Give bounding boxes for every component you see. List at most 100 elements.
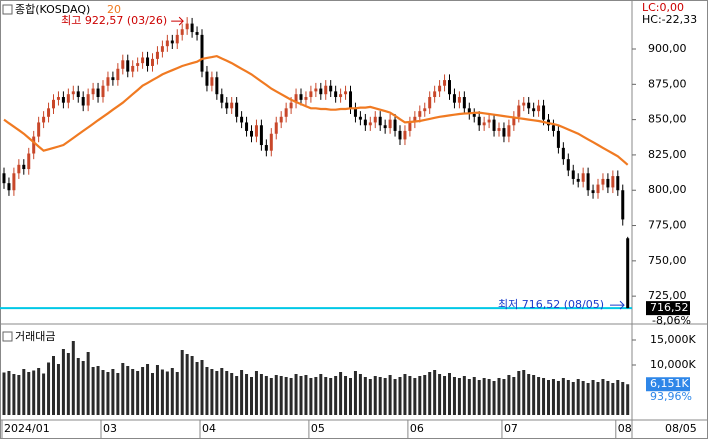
candle-body (601, 178, 605, 185)
candle-body (170, 40, 174, 44)
candle-body (205, 71, 209, 86)
volume-bar (428, 372, 432, 415)
x-tick-label: 07 (504, 422, 518, 435)
candle-body (606, 178, 610, 188)
candle-body (418, 111, 422, 117)
candle-body (448, 80, 451, 95)
candle-body (452, 94, 456, 103)
last-price-label: 716,52 (650, 301, 689, 314)
volume-bar (22, 369, 26, 415)
y-tick-label: 750,00 (648, 254, 687, 267)
candle-body (7, 183, 11, 191)
volume-bar (462, 376, 466, 415)
candle-body (240, 116, 244, 123)
volume-bar (17, 375, 21, 415)
candle-body (146, 57, 150, 66)
candle-body (561, 147, 565, 160)
volume-bar (185, 354, 189, 415)
candle-body (299, 94, 303, 100)
volume-bar (492, 381, 496, 415)
volume-bar (141, 367, 145, 415)
candle-body (215, 77, 219, 95)
volume-bar (136, 371, 140, 415)
volume-bar (279, 376, 283, 415)
candle-body (151, 58, 154, 66)
volume-bar (433, 370, 437, 415)
volume-bar (96, 366, 100, 415)
volume-bar (210, 369, 214, 415)
candle-body (443, 80, 447, 86)
volume-bar (86, 352, 90, 415)
candle-body (482, 122, 486, 126)
candle-body (220, 94, 224, 103)
candle-body (136, 63, 140, 66)
candle-body (344, 91, 348, 95)
candle-body (190, 23, 194, 33)
candle-body (200, 34, 204, 72)
candle-body (141, 57, 145, 64)
volume-bar (195, 362, 199, 415)
candle-body (423, 108, 427, 112)
candle-body (358, 116, 362, 120)
volume-bar (388, 375, 392, 415)
panel-icon[interactable] (2, 331, 13, 342)
volume-bar (264, 376, 268, 415)
volume-bar (71, 341, 75, 415)
volume-bar (274, 375, 278, 415)
x-tick-label: 06 (410, 422, 424, 435)
volume-bar (180, 350, 184, 415)
volume-bar (472, 377, 476, 415)
candle-body (349, 91, 352, 109)
candle-body (324, 85, 328, 95)
candle-body (507, 125, 511, 137)
volume-bar (532, 375, 536, 415)
candle-body (61, 97, 65, 103)
volume-bar (230, 373, 234, 415)
candle-body (131, 65, 135, 72)
candle-body (294, 94, 298, 103)
volume-title: 거래대금 (15, 330, 55, 343)
volume-bar (284, 377, 288, 415)
candle-body (56, 97, 60, 100)
candle-body (180, 29, 184, 35)
candle-body (517, 105, 521, 117)
last-volume-label: 6,151K (650, 377, 689, 390)
panel-icon[interactable] (2, 4, 13, 15)
change-label: -8,06% (652, 314, 691, 327)
low-arrow (610, 300, 625, 310)
volume-bar (457, 378, 461, 415)
volume-bar (383, 378, 387, 415)
volume-bar (611, 383, 615, 415)
volume-bar (116, 373, 120, 415)
candle-body (591, 190, 595, 194)
volume-bar (556, 381, 560, 415)
candle-body (492, 119, 496, 131)
volume-bar (299, 376, 303, 415)
candle-body (403, 130, 407, 140)
volume-bar (398, 377, 402, 415)
volume-ratio-label: 93,96% (650, 390, 692, 403)
candle-body (353, 108, 357, 117)
volume-bar (309, 378, 313, 415)
volume-bar (220, 368, 224, 415)
candle-body (71, 91, 75, 95)
candle-body (368, 122, 372, 126)
candle-body (235, 102, 239, 117)
volume-bar (56, 364, 60, 415)
volume-bar (170, 368, 174, 415)
candle-body (101, 85, 105, 98)
volume-bar (497, 378, 501, 415)
volume-bar (66, 353, 70, 415)
candle-body (551, 125, 555, 131)
low-label: 최저 716,52 (08/05) (498, 298, 604, 311)
candle-body (116, 68, 120, 81)
candle-body (363, 119, 367, 126)
volume-bar (418, 376, 422, 415)
candle-body (2, 173, 6, 184)
volume-bar (160, 369, 164, 415)
candle-body (576, 178, 580, 182)
lc-label: LC:0,00 (642, 1, 684, 14)
candle-body (27, 153, 31, 170)
candle-body (616, 176, 620, 191)
volume-bar (205, 367, 209, 415)
